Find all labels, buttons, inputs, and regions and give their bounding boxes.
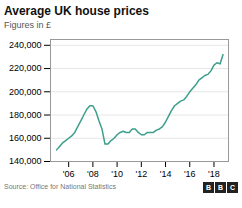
svg-text:160,000: 160,000	[9, 133, 42, 143]
svg-text:140,000: 140,000	[9, 156, 42, 166]
svg-text:'18: '18	[208, 169, 220, 179]
html-text:Average UK house prices: Average UK house prices	[4, 4, 149, 18]
svg-text:'16: '16	[184, 169, 196, 179]
svg-text:'06: '06	[63, 169, 75, 179]
html-text:Figures in £: Figures in £	[4, 20, 51, 30]
svg-text:'10: '10	[111, 169, 123, 179]
svg-text:200,000: 200,000	[9, 87, 42, 97]
svg-text:'12: '12	[135, 169, 147, 179]
html-text:B: B	[206, 183, 211, 191]
html-text:Source: Office for National St: Source: Office for National Statistics	[4, 183, 116, 190]
html-text:B: B	[218, 183, 223, 191]
svg-text:'14: '14	[160, 169, 172, 179]
svg-text:'08: '08	[87, 169, 99, 179]
svg-text:220,000: 220,000	[9, 63, 42, 73]
svg-text:240,000: 240,000	[9, 40, 42, 50]
svg-text:180,000: 180,000	[9, 110, 42, 120]
html-text:C: C	[230, 183, 235, 191]
